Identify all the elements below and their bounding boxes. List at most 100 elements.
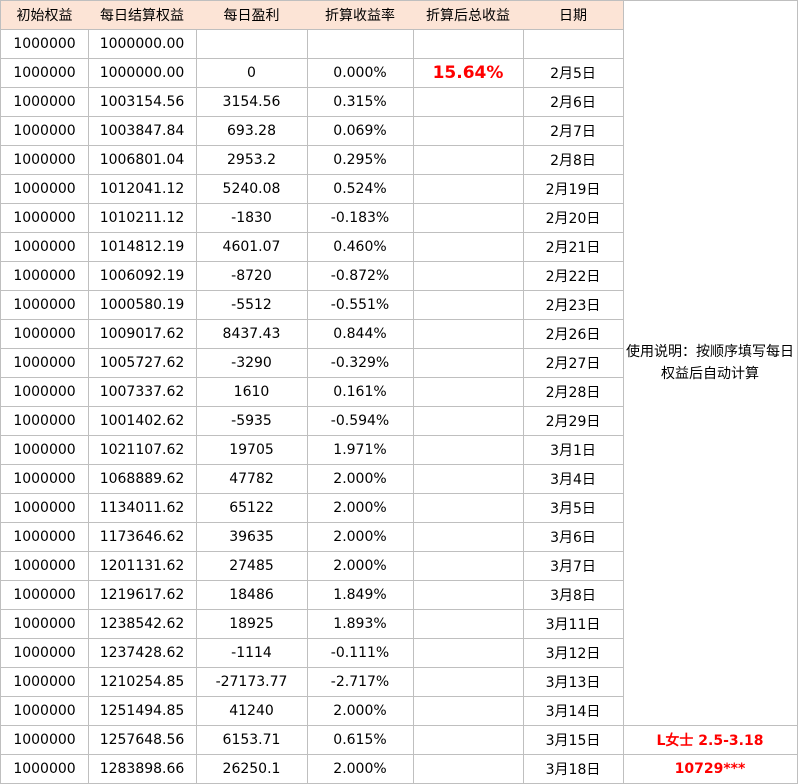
cell-text: 3月1日 [550,442,596,459]
table-cell: 27485 [196,551,308,581]
table-cell: -27173.77 [196,667,308,697]
table-cell: 1000000 [0,174,89,204]
table-cell: -0.872% [307,261,414,291]
table-cell [413,232,524,262]
cell-text: 8437.43 [222,325,281,342]
table-cell: -0.329% [307,348,414,378]
cell-text: 2.000% [333,499,387,516]
cell-text: 6153.71 [222,731,281,748]
table-cell [413,203,524,233]
table-cell: 1007337.62 [88,377,197,407]
cell-text: 3月12日 [545,645,601,662]
table-cell: 39635 [196,522,308,552]
cell-text: 初始权益 [16,8,73,24]
note-cell: 使用说明：按顺序填写每日权益后自动计算 [623,0,798,726]
cell-text: 日期 [559,8,587,24]
table-cell: 1.971% [307,435,414,465]
table-cell: 3月5日 [523,493,624,523]
cell-text: 3月5日 [550,500,596,517]
cell-text: -0.329% [330,354,390,371]
table-cell [413,116,524,146]
table-cell: 1000000 [0,261,89,291]
table-cell: 1283898.66 [88,754,197,784]
table-cell [413,406,524,436]
cell-text: 1.971% [333,441,387,458]
table-cell: -8720 [196,261,308,291]
table-cell [413,319,524,349]
table-cell: -5935 [196,406,308,436]
cell-text: 每日结算权益 [100,8,184,24]
cell-text: -2.717% [330,673,390,690]
cell-text: 0.844% [333,325,387,342]
table-cell: -1114 [196,638,308,668]
table-cell: -5512 [196,290,308,320]
cell-text: 1000000 [13,383,76,400]
cell-text: -0.872% [330,267,390,284]
cell-text: 1000000 [13,644,76,661]
table-cell [413,435,524,465]
table-cell: 2月6日 [523,87,624,117]
table-cell: 41240 [196,696,308,726]
cell-text: 1134011.62 [99,499,185,516]
cell-text: 2月8日 [550,152,596,169]
table-cell: 1000000 [0,754,89,784]
table-cell [413,493,524,523]
table-cell: 1003154.56 [88,87,197,117]
cell-text: 18486 [229,586,274,603]
table-cell: 2月19日 [523,174,624,204]
table-cell: 1000000 [0,203,89,233]
table-cell: 1000000 [0,725,89,755]
cell-text: 26250.1 [222,760,281,777]
cell-text: 0.524% [333,180,387,197]
cell-text: 1.849% [333,586,387,603]
cell-text: 1000000 [13,702,76,719]
table-cell [413,754,524,784]
table-cell [413,696,524,726]
cell-text: 1000580.19 [99,296,185,313]
table-cell: 2月27日 [523,348,624,378]
table-cell: 2月7日 [523,116,624,146]
header-cell: 折算收益率 [307,0,414,30]
cell-text: -5935 [231,412,272,429]
cell-text: 0.161% [333,383,387,400]
cell-text: 2月5日 [550,65,596,82]
cell-text: 1005727.62 [99,354,185,371]
cell-text: 2.000% [333,470,387,487]
header-cell: 折算后总收益 [413,0,524,30]
table-cell: 15.64% [413,58,524,88]
cell-text: 2.000% [333,557,387,574]
cell-text: 1014812.19 [99,238,185,255]
table-cell: 1006092.19 [88,261,197,291]
table-cell: 3月8日 [523,580,624,610]
cell-text: 每日盈利 [223,8,280,24]
cell-text: 1000000 [13,325,76,342]
table-cell: 2月21日 [523,232,624,262]
table-cell: 1237428.62 [88,638,197,668]
cell-text: 47782 [229,470,274,487]
cell-text: 0.460% [333,238,387,255]
cell-text: 1257648.56 [99,731,185,748]
table-cell: 2.000% [307,493,414,523]
cell-text: -0.594% [330,412,390,429]
cell-text: 1000000 [13,441,76,458]
cell-text: 0.000% [333,64,387,81]
cell-text: 5240.08 [222,180,281,197]
cell-text: 1251494.85 [99,702,185,719]
cell-text: 2月6日 [550,94,596,111]
table-cell: 3月11日 [523,609,624,639]
cell-text: 2月22日 [545,268,601,285]
table-cell: 2月26日 [523,319,624,349]
table-cell: 1134011.62 [88,493,197,523]
table-cell [307,29,414,59]
cell-text: 1000000 [13,180,76,197]
cell-text: -0.111% [330,644,390,661]
table-cell: 1006801.04 [88,145,197,175]
header-cell: 每日结算权益 [88,0,197,30]
table-cell: 1021107.62 [88,435,197,465]
cell-text: 1000000 [13,209,76,226]
cell-text: 3月13日 [545,674,601,691]
cell-text: 41240 [229,702,274,719]
table-cell: 2月20日 [523,203,624,233]
table-cell: 3154.56 [196,87,308,117]
